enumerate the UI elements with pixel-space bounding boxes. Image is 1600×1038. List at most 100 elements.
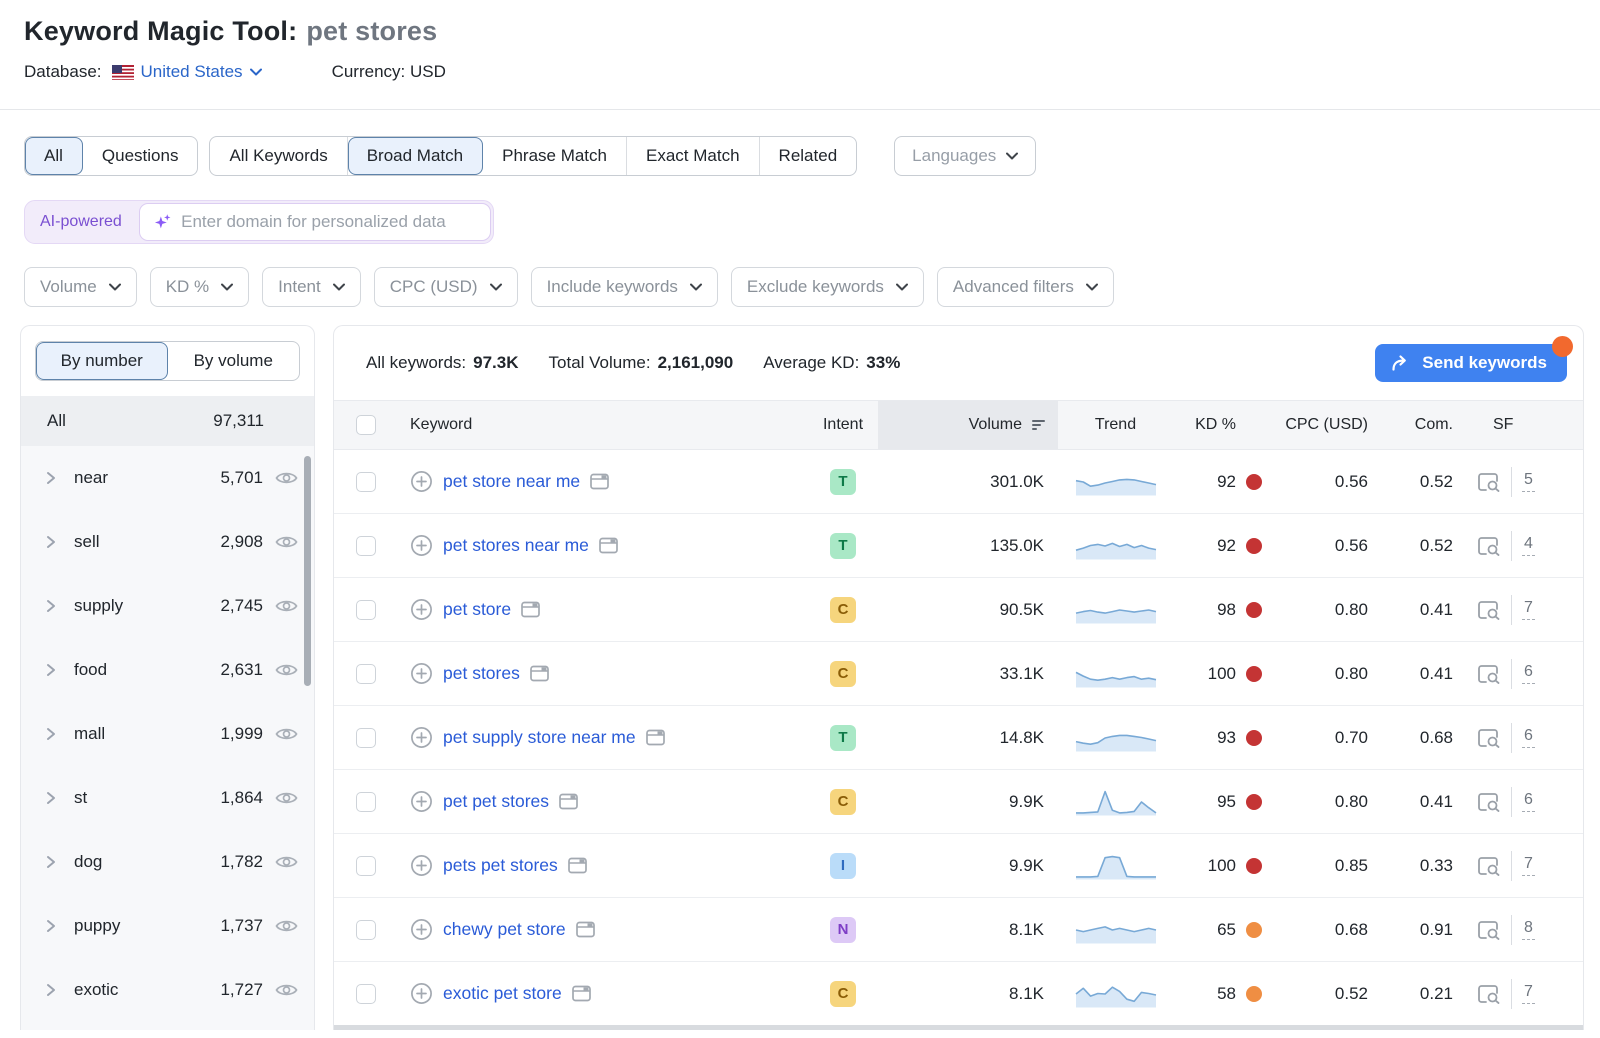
sf-count[interactable]: 6 xyxy=(1522,727,1535,748)
group-item-supply[interactable]: supply 2,745 xyxy=(21,574,314,638)
languages-dropdown[interactable]: Languages xyxy=(894,136,1037,176)
sf-count[interactable]: 6 xyxy=(1522,663,1535,684)
filter-include-keywords[interactable]: Include keywords xyxy=(530,267,718,307)
tab-questions[interactable]: Questions xyxy=(101,146,179,165)
serp-preview-icon[interactable] xyxy=(571,985,591,1002)
keyword-link[interactable]: pet store near me xyxy=(443,471,581,491)
group-item-all[interactable]: All 97,311 xyxy=(21,396,314,446)
tab-all[interactable]: All xyxy=(25,137,83,175)
keyword-link[interactable]: exotic pet store xyxy=(443,983,562,1003)
sidebar-tab-by-number[interactable]: By number xyxy=(36,342,168,380)
add-keyword-icon[interactable] xyxy=(410,470,433,493)
eye-icon[interactable] xyxy=(275,918,298,934)
serp-features-icon[interactable] xyxy=(1477,728,1501,748)
serp-features-icon[interactable] xyxy=(1477,472,1501,492)
eye-icon[interactable] xyxy=(275,598,298,614)
column-keyword[interactable]: Keyword xyxy=(410,416,473,433)
horizontal-scrollbar[interactable] xyxy=(334,1025,1583,1030)
group-item-exotic[interactable]: exotic 1,727 xyxy=(21,958,314,1022)
sf-count[interactable]: 7 xyxy=(1522,855,1535,876)
sf-count[interactable]: 7 xyxy=(1522,599,1535,620)
column-cpc[interactable]: CPC (USD) xyxy=(1285,416,1368,433)
eye-icon[interactable] xyxy=(275,854,298,870)
row-checkbox[interactable] xyxy=(356,855,376,876)
add-keyword-icon[interactable] xyxy=(410,598,433,621)
row-checkbox[interactable] xyxy=(356,983,376,1004)
sf-count[interactable]: 7 xyxy=(1522,983,1535,1004)
column-sf[interactable]: SF xyxy=(1493,416,1514,433)
sidebar-tab-by-volume[interactable]: By volume xyxy=(193,351,273,370)
serp-features-icon[interactable] xyxy=(1477,792,1501,812)
add-keyword-icon[interactable] xyxy=(410,854,433,877)
keyword-link[interactable]: pet pet stores xyxy=(443,791,550,811)
serp-preview-icon[interactable] xyxy=(521,601,540,618)
keyword-link[interactable]: pet store xyxy=(443,599,512,619)
tab-exact-match[interactable]: Exact Match xyxy=(627,137,760,175)
row-checkbox[interactable] xyxy=(356,535,376,556)
eye-icon[interactable] xyxy=(275,662,298,678)
column-com[interactable]: Com. xyxy=(1414,416,1453,433)
serp-preview-icon[interactable] xyxy=(645,729,665,746)
add-keyword-icon[interactable] xyxy=(410,726,433,749)
row-checkbox[interactable] xyxy=(356,727,376,748)
group-item-dog[interactable]: dog 1,782 xyxy=(21,830,314,894)
column-volume[interactable]: Volume xyxy=(878,401,1058,449)
tab-related[interactable]: Related xyxy=(778,146,838,165)
group-item-sell[interactable]: sell 2,908 xyxy=(21,510,314,574)
eye-icon[interactable] xyxy=(275,790,298,806)
select-all-checkbox[interactable] xyxy=(356,415,376,435)
serp-preview-icon[interactable] xyxy=(590,473,610,490)
add-keyword-icon[interactable] xyxy=(410,662,433,685)
group-item-near[interactable]: near 5,701 xyxy=(21,446,314,510)
tab-phrase-match[interactable]: Phrase Match xyxy=(483,137,627,175)
row-checkbox[interactable] xyxy=(356,599,376,620)
row-checkbox[interactable] xyxy=(356,471,376,492)
group-item-puppy[interactable]: puppy 1,737 xyxy=(21,894,314,958)
serp-preview-icon[interactable] xyxy=(559,793,578,810)
eye-icon[interactable] xyxy=(275,534,298,550)
keyword-link[interactable]: chewy pet store xyxy=(443,919,566,939)
keyword-link[interactable]: pet stores xyxy=(443,663,520,683)
sf-count[interactable]: 4 xyxy=(1522,535,1535,556)
keyword-link[interactable]: pets pet stores xyxy=(443,855,558,875)
serp-features-icon[interactable] xyxy=(1477,984,1501,1004)
column-intent[interactable]: Intent xyxy=(822,416,864,433)
eye-icon[interactable] xyxy=(275,470,298,486)
row-checkbox[interactable] xyxy=(356,791,376,812)
filter-advanced-filters[interactable]: Advanced filters xyxy=(936,267,1114,307)
add-keyword-icon[interactable] xyxy=(410,982,433,1005)
tab-broad-match[interactable]: Broad Match xyxy=(347,137,484,175)
group-item-st[interactable]: st 1,864 xyxy=(21,766,314,830)
sidebar-scrollbar[interactable] xyxy=(304,456,311,686)
filter-exclude-keywords[interactable]: Exclude keywords xyxy=(730,267,924,307)
sf-count[interactable]: 8 xyxy=(1522,919,1535,940)
send-keywords-button[interactable]: Send keywords xyxy=(1375,336,1573,382)
filter-cpc-usd-[interactable]: CPC (USD) xyxy=(373,267,518,307)
eye-icon[interactable] xyxy=(275,726,298,742)
column-kd[interactable]: KD % xyxy=(1195,416,1236,433)
filter-kd-[interactable]: KD % xyxy=(149,267,250,307)
serp-features-icon[interactable] xyxy=(1477,856,1501,876)
row-checkbox[interactable] xyxy=(356,919,376,940)
keyword-link[interactable]: pet stores near me xyxy=(443,535,589,555)
serp-preview-icon[interactable] xyxy=(575,921,595,938)
serp-preview-icon[interactable] xyxy=(530,665,549,682)
row-checkbox[interactable] xyxy=(356,663,376,684)
sf-count[interactable]: 5 xyxy=(1522,471,1535,492)
keyword-link[interactable]: pet supply store near me xyxy=(443,727,636,747)
add-keyword-icon[interactable] xyxy=(410,918,433,941)
tab-all-keywords[interactable]: All Keywords xyxy=(210,137,348,175)
group-item-food[interactable]: food 2,631 xyxy=(21,638,314,702)
add-keyword-icon[interactable] xyxy=(410,534,433,557)
serp-features-icon[interactable] xyxy=(1477,664,1501,684)
filter-intent[interactable]: Intent xyxy=(262,267,361,307)
database-selector[interactable]: United States xyxy=(141,62,262,82)
serp-preview-icon[interactable] xyxy=(567,857,587,874)
serp-features-icon[interactable] xyxy=(1477,600,1501,620)
add-keyword-icon[interactable] xyxy=(410,790,433,813)
group-item-mall[interactable]: mall 1,999 xyxy=(21,702,314,766)
serp-preview-icon[interactable] xyxy=(599,537,618,554)
eye-icon[interactable] xyxy=(275,982,298,998)
serp-features-icon[interactable] xyxy=(1477,536,1501,556)
column-trend[interactable]: Trend xyxy=(1094,416,1137,433)
